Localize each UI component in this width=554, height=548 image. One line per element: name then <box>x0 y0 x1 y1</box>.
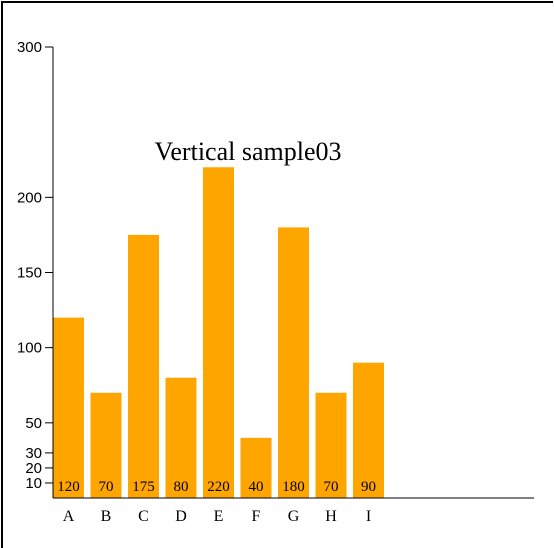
y-tick-label: 10 <box>25 475 42 492</box>
y-tick-label: 200 <box>17 189 42 206</box>
data-label-D: 80 <box>174 479 189 495</box>
data-label-I: 90 <box>361 479 376 495</box>
x-tick-label-C: C <box>138 508 149 525</box>
bar-C <box>128 235 159 498</box>
data-label-C: 175 <box>132 479 155 495</box>
bars-layer <box>53 167 384 498</box>
data-label-F: 40 <box>249 479 264 495</box>
data-labels-layer: 120 70 175 80 220 40 180 70 90 <box>57 479 376 495</box>
x-tick-label-H: H <box>325 508 337 525</box>
x-tick-label-G: G <box>288 508 300 525</box>
x-tick-label-F: F <box>252 508 261 525</box>
x-tick-label-B: B <box>101 508 112 525</box>
x-tick-label-E: E <box>214 508 224 525</box>
chart-title: Vertical sample03 <box>155 137 342 166</box>
bar-I <box>353 363 384 498</box>
y-tick-label: 100 <box>17 340 42 357</box>
data-label-A: 120 <box>57 479 80 495</box>
data-label-G: 180 <box>282 479 305 495</box>
y-tick-label: 30 <box>25 445 42 462</box>
x-tick-label-D: D <box>175 508 187 525</box>
data-label-E: 220 <box>207 479 230 495</box>
data-label-H: 70 <box>324 479 339 495</box>
bar-G <box>278 227 309 498</box>
y-tick-label: 150 <box>17 265 42 282</box>
bar-A <box>53 318 84 498</box>
y-tick-label: 20 <box>25 460 42 477</box>
y-tick-label: 50 <box>25 415 42 432</box>
bar-E <box>203 167 234 498</box>
x-tick-label-A: A <box>63 508 75 525</box>
data-label-B: 70 <box>99 479 114 495</box>
y-tick-label: 300 <box>17 39 42 56</box>
x-tick-label-I: I <box>366 508 371 525</box>
x-labels-layer: A B C D E F G H I <box>63 508 371 525</box>
